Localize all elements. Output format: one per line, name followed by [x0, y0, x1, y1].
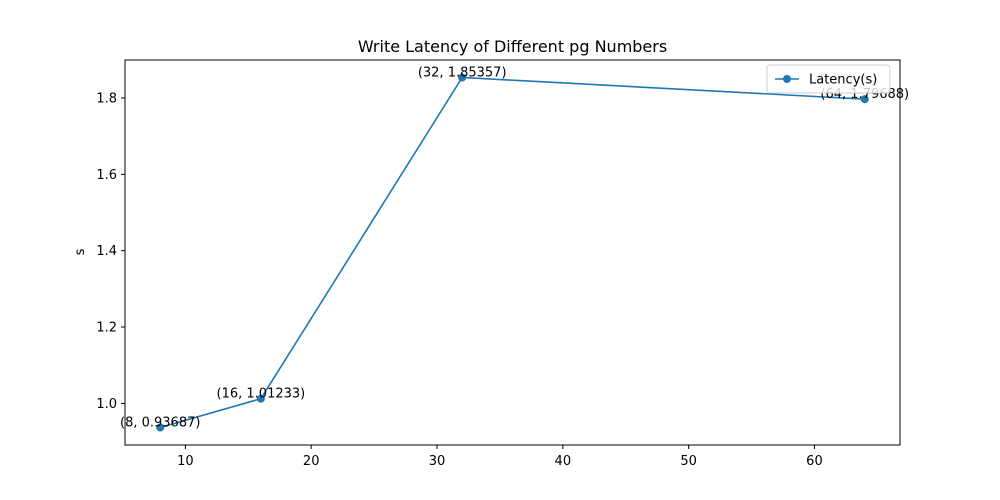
data-label: (8, 0.93687)	[120, 415, 200, 430]
legend-box	[766, 64, 891, 94]
axes-frame	[124, 59, 901, 446]
series-line	[160, 76, 865, 429]
data-point	[860, 95, 869, 104]
x-tick-label: 50	[680, 454, 697, 469]
y-tick-label: 1.6	[96, 168, 117, 183]
data-label: (32, 1.85357)	[418, 66, 507, 81]
data-point	[256, 394, 265, 403]
chart-title: Write Latency of Different pg Numbers	[358, 37, 667, 56]
plot-area: 10 20 30 40 50 60 1.0 1.2 1.4 1.6 1.8 (8, 0.93687) (…	[96, 59, 909, 469]
y-tick-label: 1.4	[96, 244, 117, 259]
x-tick-label: 10	[177, 454, 194, 469]
x-tick-label: 60	[806, 454, 823, 469]
data-label: (16, 1.01233)	[217, 387, 306, 402]
data-point	[458, 73, 467, 82]
x-tick-label: 20	[303, 454, 320, 469]
legend-label: Latency(s)	[809, 73, 877, 88]
y-axis-label: s	[73, 248, 88, 255]
y-tick-label: 1.8	[96, 91, 117, 106]
x-tick-label: 30	[429, 454, 446, 469]
legend-marker	[783, 75, 791, 83]
y-tick-label: 1.2	[96, 321, 117, 336]
x-tick-label: 40	[555, 454, 572, 469]
y-tick-label: 1.0	[96, 397, 117, 412]
data-point	[156, 423, 165, 432]
